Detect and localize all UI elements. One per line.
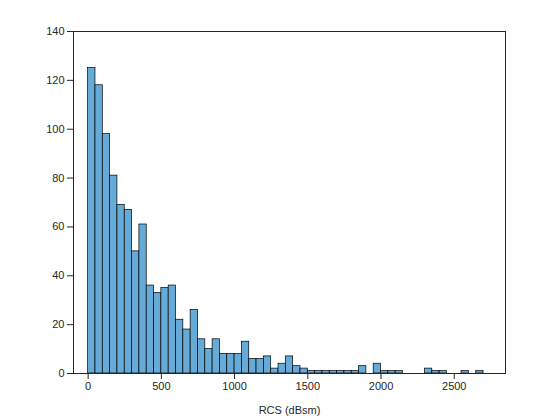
svg-text:0: 0 — [58, 367, 64, 379]
svg-text:120: 120 — [46, 74, 64, 86]
svg-text:20: 20 — [52, 318, 64, 330]
svg-text:60: 60 — [52, 220, 64, 232]
svg-text:2000: 2000 — [369, 380, 393, 392]
svg-text:140: 140 — [46, 25, 64, 37]
svg-text:0: 0 — [85, 380, 91, 392]
svg-text:100: 100 — [46, 123, 64, 135]
svg-text:40: 40 — [52, 269, 64, 281]
svg-text:500: 500 — [152, 380, 170, 392]
svg-text:80: 80 — [52, 172, 64, 184]
svg-text:1500: 1500 — [296, 380, 320, 392]
svg-text:RCS (dBsm): RCS (dBsm) — [259, 404, 321, 416]
svg-text:1000: 1000 — [222, 380, 246, 392]
svg-text:2500: 2500 — [442, 380, 466, 392]
